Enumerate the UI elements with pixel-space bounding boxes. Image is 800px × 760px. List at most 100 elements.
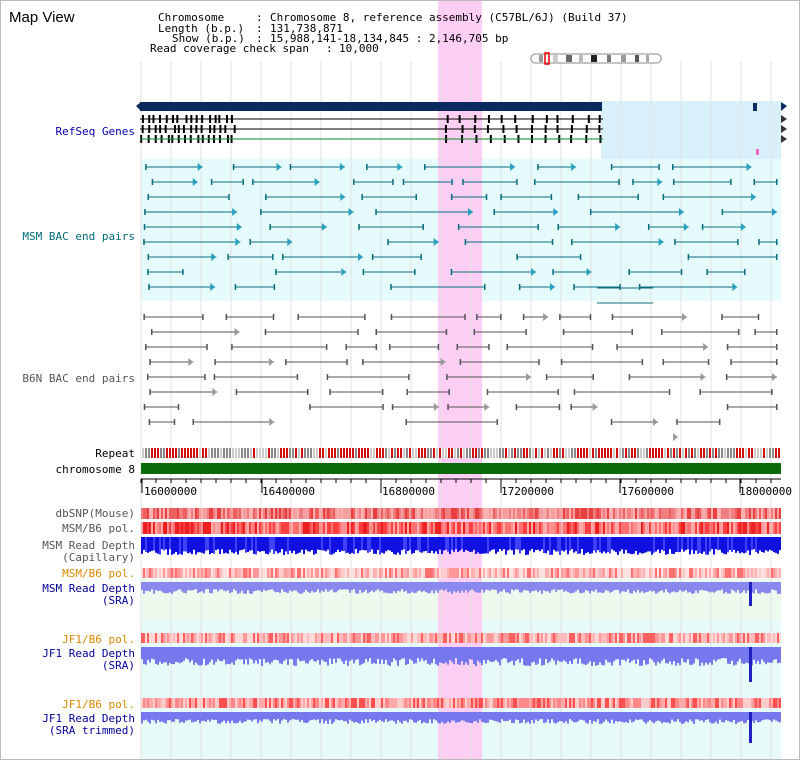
track-label-repeat[interactable]: Repeat xyxy=(95,447,135,460)
msm-b6-pol-sra-cell xyxy=(621,568,623,578)
track-label-b6n-bac[interactable]: B6N BAC end pairs xyxy=(22,372,135,385)
repeat-element xyxy=(571,448,573,458)
track-label-jf1-depth[interactable]: JF1 Read Depth xyxy=(42,647,135,660)
jf1-b6-pol-trim-cell xyxy=(611,698,613,708)
msm-capillary-depth xyxy=(231,537,233,553)
track-label-jf1-b6-pol[interactable]: JF1/B6 pol. xyxy=(62,633,135,646)
jf1-sra-depth xyxy=(249,647,251,659)
jf1-trimmed-depth xyxy=(485,712,487,724)
msm-b6-pol-cell xyxy=(409,522,411,534)
msm-b6-pol-sra-cell xyxy=(519,568,521,578)
dbsnp-cell xyxy=(515,508,517,519)
msm-b6-pol-sra-cell xyxy=(497,568,499,578)
msm-sra-depth xyxy=(177,582,179,590)
jf1-sra-depth xyxy=(147,647,149,660)
msm-bac-end xyxy=(632,179,634,185)
msm-sra-depth xyxy=(195,582,197,590)
track-label-refseq[interactable]: RefSeq Genes xyxy=(55,125,135,138)
msm-sra-depth xyxy=(359,582,361,591)
dbsnp-cell xyxy=(629,508,631,519)
msm-capillary-depth xyxy=(251,537,253,551)
msm-b6-pol-sra-cell xyxy=(183,568,185,578)
jf1-sra-depth xyxy=(513,647,515,666)
jf1-sra-depth xyxy=(693,647,695,664)
msm-b6-pol-sra-cell xyxy=(395,568,397,578)
dbsnp-cell xyxy=(371,508,373,519)
msm-b6-pol-sra-cell xyxy=(633,568,635,578)
b6n-bac-end xyxy=(202,314,204,320)
ideogram-band xyxy=(646,55,649,62)
msm-capillary-depth xyxy=(301,537,303,550)
msm-sra-depth xyxy=(437,582,439,593)
jf1-b6-pol-trim-cell xyxy=(579,698,581,708)
msm-b6-pol-cell xyxy=(595,522,597,534)
msm-b6-pol-sra-cell xyxy=(171,568,173,578)
jf1-trimmed-depth xyxy=(575,712,577,723)
msm-b6-pol-cell xyxy=(233,522,235,534)
refseq-exon xyxy=(172,115,175,123)
jf1-b6-pol-cell xyxy=(571,633,573,643)
jf1-b6-pol-cell xyxy=(651,633,653,643)
msm-capillary-depth xyxy=(285,537,287,552)
track-label-msm-depth-sra[interactable]: MSM Read Depth xyxy=(42,582,135,595)
jf1-b6-pol-trim-cell xyxy=(519,698,521,708)
dbsnp-cell xyxy=(727,508,729,519)
jf1-trimmed-depth xyxy=(779,712,781,723)
msm-bac-arrow xyxy=(657,178,663,186)
jf1-b6-pol-trim-cell xyxy=(423,698,425,708)
msm-sra-depth xyxy=(311,582,313,592)
msm-bac-arrow xyxy=(678,208,684,216)
msm-b6-pol-sra-cell xyxy=(423,568,425,578)
jf1-trimmed-depth xyxy=(375,712,377,723)
jf1-b6-pol-cell xyxy=(431,633,433,643)
dbsnp-cell xyxy=(695,508,697,519)
dbsnp-cell xyxy=(701,508,703,519)
track-label-msm-depth-capillary[interactable]: MSM Read Depth xyxy=(42,539,135,552)
msm-capillary-depth xyxy=(187,537,189,554)
jf1-b6-pol-cell xyxy=(597,633,599,643)
jf1-sra-depth xyxy=(703,647,705,666)
track-label-msm-bac[interactable]: MSM BAC end pairs xyxy=(22,230,135,243)
msm-b6-pol-sra-cell xyxy=(431,568,433,578)
repeat-element xyxy=(688,448,690,458)
msm-b6-pol-sra-cell xyxy=(747,568,749,578)
jf1-b6-pol-cell xyxy=(395,633,397,643)
msm-b6-pol-sra-cell xyxy=(733,568,735,578)
refseq-exon xyxy=(158,115,161,123)
track-label-chromosome[interactable]: chromosome 8 xyxy=(55,463,135,476)
jf1-b6-pol-cell xyxy=(279,633,281,643)
msm-sra-depth xyxy=(555,582,557,592)
msm-b6-pol-sra-cell xyxy=(157,568,159,578)
msm-capillary-depth xyxy=(421,537,423,553)
msm-b6-pol-sra-cell xyxy=(727,568,729,578)
jf1-b6-pol-trim-cell xyxy=(555,698,557,708)
repeat-element xyxy=(283,448,285,458)
track-label-dbsnp[interactable]: dbSNP(Mouse) xyxy=(55,507,135,520)
msm-sra-depth xyxy=(167,582,169,594)
jf1-sra-depth xyxy=(357,647,359,660)
repeat-element xyxy=(670,448,672,458)
jf1-b6-pol-trim-cell xyxy=(189,698,191,708)
dbsnp-cell xyxy=(261,508,263,519)
msm-b6-pol-cell xyxy=(763,522,765,534)
msm-capillary-depth xyxy=(401,537,403,551)
jf1-b6-pol-cell xyxy=(373,633,375,643)
jf1-b6-pol-trim-cell xyxy=(479,698,481,708)
dbsnp-cell xyxy=(359,508,361,519)
msm-sra-depth xyxy=(277,582,279,592)
jf1-b6-pol-cell xyxy=(607,633,609,643)
msm-sra-depth xyxy=(395,582,397,594)
msm-b6-pol-cell xyxy=(609,522,611,534)
track-label-jf1-b6-pol-trim[interactable]: JF1/B6 pol. xyxy=(62,698,135,711)
msm-capillary-depth xyxy=(395,537,397,555)
msm-b6-pol-cell xyxy=(329,522,331,534)
jf1-b6-pol-cell xyxy=(211,633,213,643)
track-label-jf1-depth-trimmed[interactable]: JF1 Read Depth xyxy=(42,712,135,725)
track-label-msm-b6-pol-sra[interactable]: MSM/B6 pol. xyxy=(62,567,135,580)
jf1-b6-pol-cell xyxy=(499,633,501,643)
msm-b6-pol-sra-cell xyxy=(631,568,633,578)
msm-b6-pol-cell xyxy=(507,522,509,534)
dbsnp-cell xyxy=(617,508,619,519)
track-label-msm-b6-pol[interactable]: MSM/B6 pol. xyxy=(62,522,135,535)
